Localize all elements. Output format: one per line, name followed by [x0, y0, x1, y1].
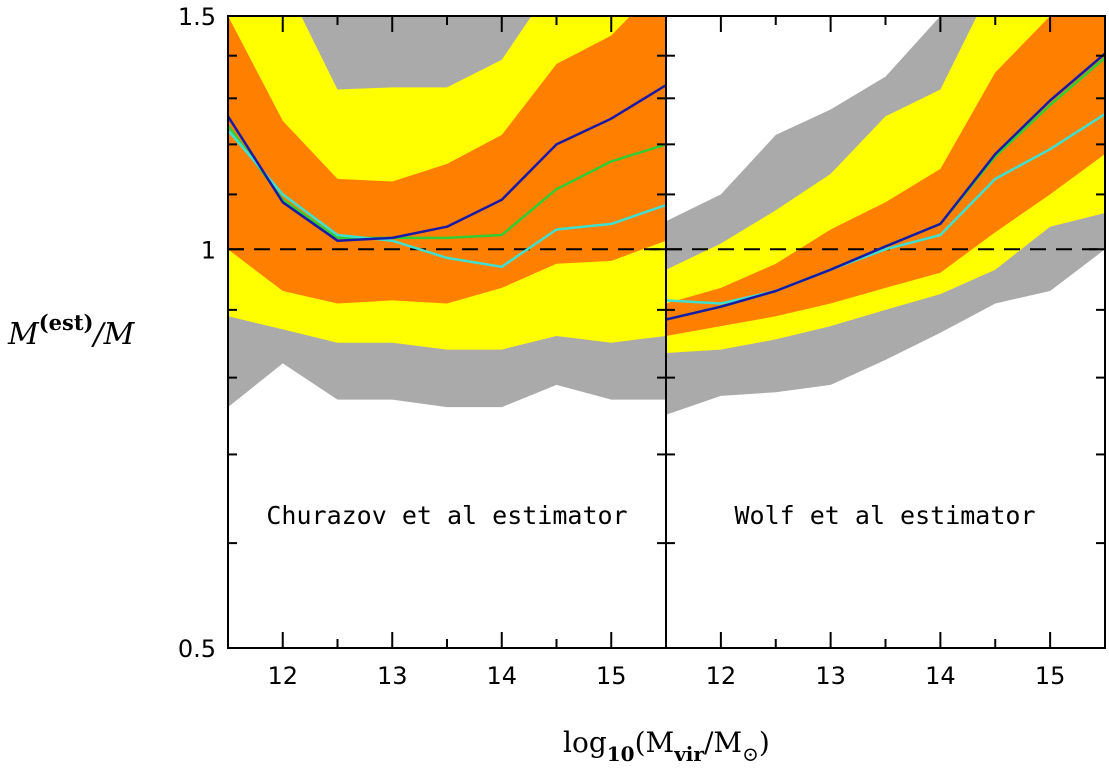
ticks-wolf [666, 16, 1105, 648]
x-tick-label: 12 [267, 662, 298, 690]
y-tick-label: 0.5 [178, 635, 216, 663]
x-tick-label: 15 [1035, 662, 1066, 690]
x-tick-labels: 12 13 14 15 12 13 14 15 [267, 662, 1065, 690]
panel-wolf: Wolf et al estimator [666, 16, 1105, 648]
panel-label-churazov: Churazov et al estimator [266, 501, 627, 530]
x-tick-label: 14 [925, 662, 956, 690]
x-tick-label: 12 [706, 662, 737, 690]
x-tick-label: 13 [815, 662, 846, 690]
series-wolf [666, 52, 1105, 321]
y-tick-label: 1.5 [178, 3, 216, 31]
x-tick-label: 13 [377, 662, 408, 690]
x-tick-label: 14 [486, 662, 517, 690]
y-axis-label: M(est)/M [7, 310, 136, 352]
bands-churazov [228, 16, 666, 408]
panel-churazov: Churazov et al estimator [228, 16, 666, 648]
panel-label-wolf: Wolf et al estimator [734, 501, 1035, 530]
bands-wolf [666, 16, 1105, 415]
series-line-0 [228, 124, 666, 240]
series-line-2 [666, 52, 1105, 321]
y-tick-labels: 0.5 1 1.5 [178, 3, 216, 663]
band-2 [228, 16, 666, 304]
x-tick-label: 15 [596, 662, 627, 690]
series-line-1 [666, 112, 1105, 305]
series-churazov [228, 84, 666, 269]
y-tick-label: 1 [201, 236, 216, 264]
series-line-2 [228, 84, 666, 242]
x-axis-label: log10(Mvir/M⊙) [563, 726, 770, 766]
series-line-1 [228, 129, 666, 269]
ticks-churazov [228, 16, 666, 648]
band-2 [666, 16, 1105, 336]
